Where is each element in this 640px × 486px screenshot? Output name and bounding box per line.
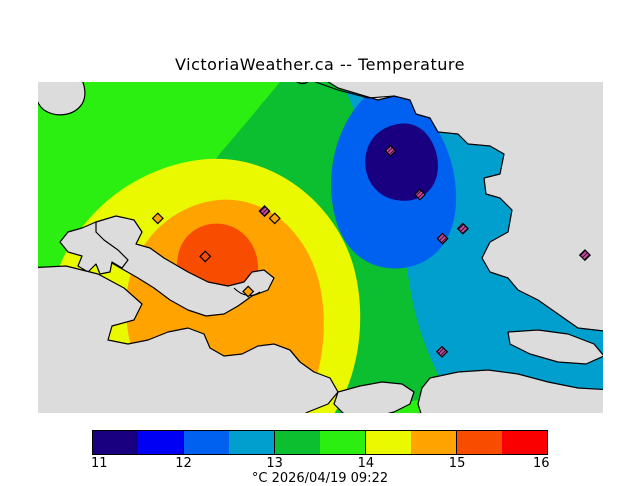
ocean-mask-southeast — [417, 369, 603, 413]
ocean-mask-southwest — [38, 265, 339, 413]
station-marker — [258, 205, 271, 218]
landmass-northeast — [327, 82, 603, 332]
colorbar-band-11 — [93, 431, 138, 454]
ocean-mask-south-bay — [333, 381, 415, 413]
colorbar-band-12 — [183, 431, 229, 454]
colorbar-bands — [92, 430, 548, 455]
colorbar-tick-labels: 11 12 13 14 15 16 — [0, 456, 640, 472]
ocean-mask-east-channel — [507, 329, 603, 365]
station-marker — [436, 232, 449, 245]
temperature-map-panel — [38, 82, 603, 413]
colorbar-band-12.5 — [229, 431, 274, 454]
temperature-contour-plot — [38, 82, 603, 413]
station-marker — [456, 222, 469, 235]
colorbar-legend: 11 12 13 14 15 16 °C 2026/04/19 09:22 — [0, 425, 640, 486]
coastline-south-spit — [273, 343, 301, 363]
colorbar-band-15.5 — [502, 431, 547, 454]
colorbar-band-13.5 — [320, 431, 365, 454]
station-marker — [413, 188, 426, 201]
contour-band-13.5 — [38, 82, 578, 413]
land-mask-group — [38, 82, 603, 413]
station-marker-group — [151, 144, 591, 358]
colorbar-band-13 — [274, 431, 320, 454]
colorbar-band-14.5 — [411, 431, 456, 454]
colorbar-tick-16: 16 — [533, 456, 550, 471]
page-title: VictoriaWeather.ca -- Temperature — [175, 55, 465, 74]
station-marker — [199, 250, 212, 263]
station-marker — [384, 144, 397, 157]
colorbar-tick-13: 13 — [266, 456, 283, 471]
colorbar-band-14 — [365, 431, 411, 454]
colorbar-tick-14: 14 — [357, 456, 375, 471]
colorbar-band-11.5 — [138, 431, 183, 454]
coastline-arc-northwest — [38, 82, 86, 116]
coastline-notch-north — [296, 82, 309, 85]
colorbar-tick-15: 15 — [448, 456, 466, 471]
contour-band-11.5 — [365, 123, 438, 201]
colorbar-tick-11: 11 — [91, 456, 108, 471]
colorbar-tick-12: 12 — [175, 456, 192, 471]
station-marker — [242, 285, 255, 298]
coastline-strait-north — [313, 82, 395, 99]
colorbar-band-15 — [456, 431, 502, 454]
station-marker — [578, 249, 591, 262]
landmass-west-inlets — [59, 221, 129, 275]
station-marker — [151, 212, 164, 225]
station-marker — [268, 212, 281, 225]
colorbar-caption: °C 2026/04/19 09:22 — [251, 471, 389, 486]
landmass-central-peninsula — [83, 215, 275, 317]
station-marker — [435, 345, 449, 358]
